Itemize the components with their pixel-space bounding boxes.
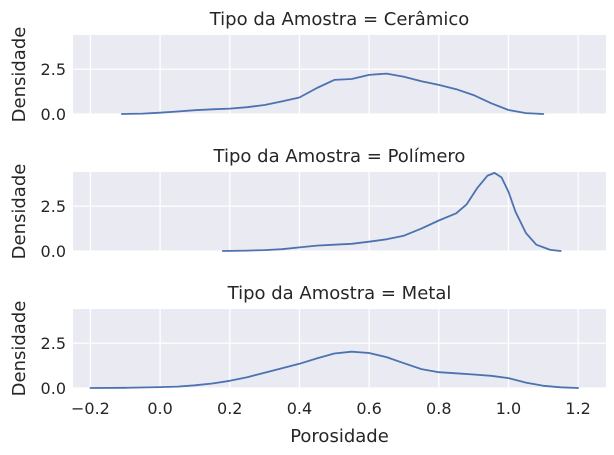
y-tick-label: 0.0 (41, 379, 66, 398)
kde-series-line (221, 172, 562, 252)
y-tick-label: 0.0 (41, 105, 66, 124)
x-axis-label: Porosidade (290, 426, 389, 447)
panel-background (73, 172, 606, 251)
panel-background (73, 309, 606, 388)
y-tick-label: 2.5 (41, 197, 66, 216)
x-tick-label: 0.2 (217, 399, 242, 418)
y-tick-label: 2.5 (41, 60, 66, 79)
x-tick-label: 0.8 (426, 399, 451, 418)
panel-title: Tipo da Amostra = Polímero (213, 146, 466, 167)
y-axis-label: Densidade (9, 164, 30, 260)
panel-title: Tipo da Amostra = Metal (227, 283, 452, 304)
x-tick-label: 0.4 (287, 399, 312, 418)
x-tick-label: 1.2 (565, 399, 590, 418)
x-tick-label: 1.0 (496, 399, 521, 418)
x-tick-label: 0.6 (356, 399, 381, 418)
x-tick-label: −0.2 (71, 399, 110, 418)
kde-series-line (89, 350, 579, 389)
panel-background (73, 35, 606, 114)
x-tick-label: 0.0 (147, 399, 172, 418)
y-tick-label: 0.0 (41, 242, 66, 261)
y-tick-label: 2.5 (41, 334, 66, 353)
kde-series-line (120, 72, 545, 115)
y-axis-label: Densidade (9, 27, 30, 123)
y-axis-label: Densidade (9, 301, 30, 397)
panel-title: Tipo da Amostra = Cerâmico (209, 9, 470, 30)
